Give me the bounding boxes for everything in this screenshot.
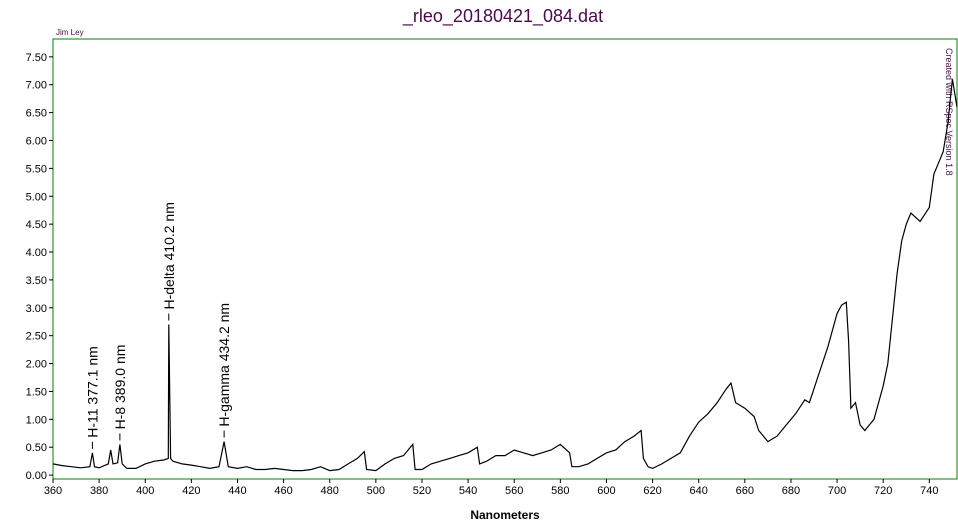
annotation-label: H-gamma 434.2 nm (216, 303, 232, 427)
x-tick-label: 720 (874, 485, 892, 497)
annotation-label: H-11 377.1 nm (84, 346, 100, 438)
corner-note: Jim Ley (56, 28, 84, 37)
x-tick-label: 380 (90, 485, 108, 497)
chart-title: _rleo_20180421_084.dat (402, 6, 603, 27)
x-tick-label: 360 (44, 485, 62, 497)
y-tick-label: 1.00 (26, 414, 47, 426)
x-tick-label: 560 (505, 485, 523, 497)
x-tick-label: 640 (690, 485, 708, 497)
plot-frame (52, 38, 958, 480)
y-tick-label: 7.00 (26, 80, 47, 92)
x-tick-label: 440 (228, 485, 246, 497)
x-tick-label: 620 (643, 485, 661, 497)
y-tick-label: 2.50 (26, 331, 47, 343)
x-tick-label: 680 (782, 485, 800, 497)
y-tick-label: 2.00 (26, 359, 47, 371)
x-axis-label: Nanometers (470, 508, 540, 522)
y-tick-label: 5.50 (26, 163, 47, 175)
y-tick-label: 6.50 (26, 108, 47, 120)
y-tick-label: 5.00 (26, 191, 47, 203)
y-tick-label: 3.50 (26, 275, 47, 287)
annotation-label: H-delta 410.2 nm (161, 202, 177, 309)
y-tick-label: 3.00 (26, 303, 47, 315)
x-tick-label: 400 (136, 485, 154, 497)
x-tick-label: 740 (920, 485, 938, 497)
x-tick-label: 520 (413, 485, 431, 497)
x-tick-label: 480 (321, 485, 339, 497)
x-tick-label: 460 (274, 485, 292, 497)
x-tick-label: 700 (828, 485, 846, 497)
y-tick-label: 7.50 (26, 52, 47, 64)
spectrum-line (52, 79, 958, 472)
x-tick-label: 660 (736, 485, 754, 497)
annotation-label: H-8 389.0 nm (112, 345, 128, 430)
x-tick-label: 540 (459, 485, 477, 497)
y-tick-label: 4.00 (26, 247, 47, 259)
y-tick-label: 0.50 (26, 442, 47, 454)
x-tick-label: 420 (182, 485, 200, 497)
y-tick-label: 4.50 (26, 219, 47, 231)
y-tick-label: 6.00 (26, 135, 47, 147)
x-tick-label: 500 (367, 485, 385, 497)
x-tick-label: 600 (597, 485, 615, 497)
y-tick-label: 0.00 (26, 470, 47, 482)
y-tick-label: 1.50 (26, 386, 47, 398)
x-tick-label: 580 (551, 485, 569, 497)
